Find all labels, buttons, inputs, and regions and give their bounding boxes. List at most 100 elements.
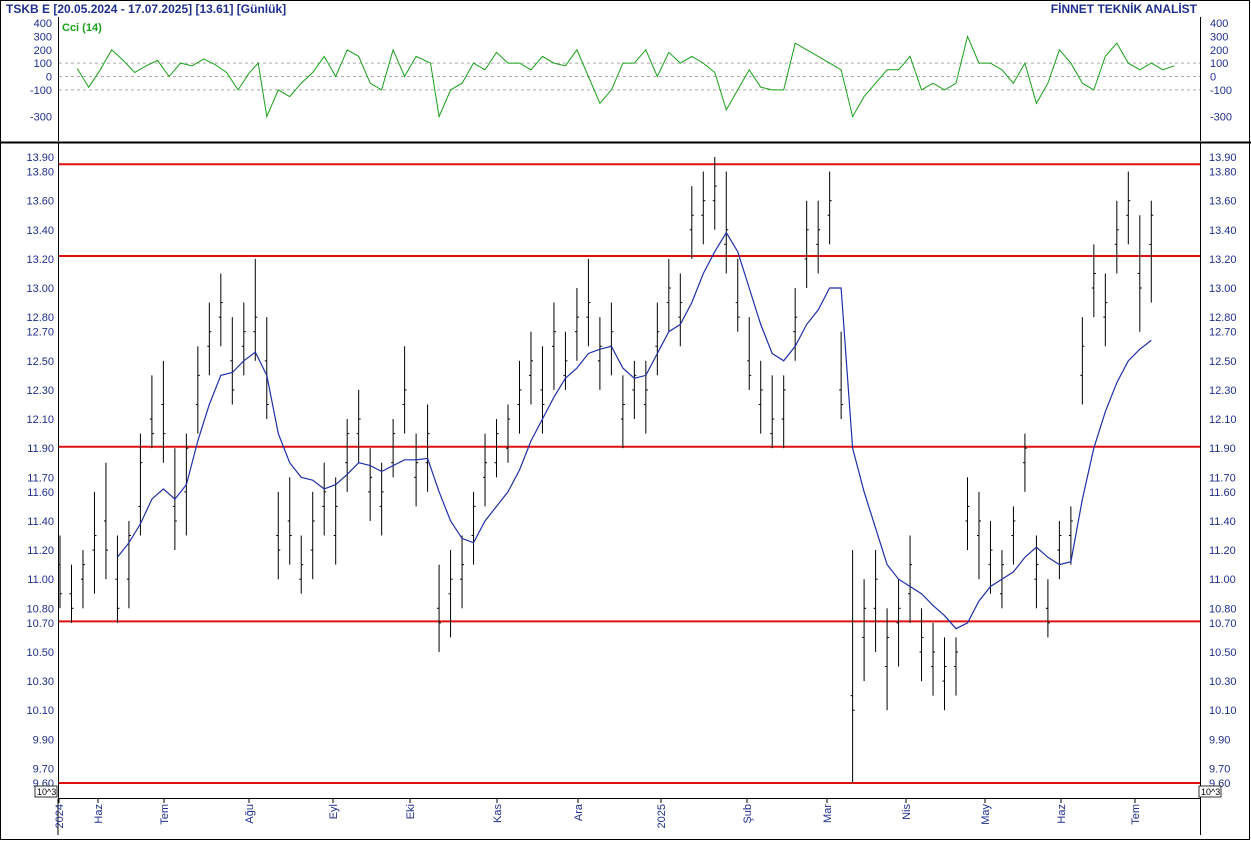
ohlc-bar-65: [804, 200, 809, 289]
ohlc-bar-86: [1045, 579, 1050, 638]
x-tick-label-13: Haz: [1056, 804, 1068, 824]
ohlc-bar-25: [345, 419, 350, 492]
ohlc-bar-27: [368, 448, 373, 521]
x-tick-label-4: Eyl: [328, 804, 340, 819]
price-tick-right-1: 13.80: [1209, 167, 1237, 179]
price-tick-right-12: 11.70: [1209, 472, 1236, 484]
price-tick-left-4: 13.20: [26, 254, 54, 266]
x-tick-label-0: 2024: [54, 804, 66, 828]
moving-average-line: [116, 231, 1152, 630]
x-tick-label-6: Kas: [492, 804, 504, 823]
ohlc-bar-75: [919, 608, 924, 682]
ohlc-bar-19: [276, 491, 281, 580]
ohlc-bar-35: [460, 535, 465, 609]
x-tick-label-1: Haz: [93, 804, 105, 824]
ohlc-bar-45: [574, 288, 579, 361]
price-tick-right-4: 13.20: [1209, 254, 1237, 266]
x-tick-label-10: Mar: [822, 804, 834, 823]
unit-box-left: 10^3: [34, 785, 58, 798]
ohlc-bar-39: [506, 404, 510, 463]
ohlc-bar-50: [632, 360, 637, 420]
ohlc-bar-63: [781, 375, 786, 449]
ohlc-bar-91: [1103, 273, 1108, 347]
ohlc-bar-59: [735, 258, 740, 332]
ohlc-bar-67: [827, 171, 832, 245]
price-tick-left-13: 11.60: [27, 487, 54, 499]
ohlc-bar-94: [1137, 215, 1142, 332]
ohlc-bar-3: [92, 491, 97, 594]
cci-tick-left-2: 200: [34, 45, 52, 57]
ohlc-bar-71: [873, 550, 878, 652]
ohlc-bar-90: [1091, 244, 1096, 318]
price-tick-left-21: 10.10: [26, 705, 54, 717]
x-tick-label-2: Tem: [159, 804, 171, 825]
ohlc-bar-41: [528, 331, 533, 405]
price-tick-right-19: 10.50: [1209, 647, 1237, 659]
ohlc-bar-87: [1057, 520, 1062, 580]
cci-label: Cci (14): [62, 22, 102, 34]
ohlc-bar-34: [448, 550, 453, 638]
ohlc-bars: [58, 157, 1154, 783]
ohlc-bar-44: [563, 331, 568, 390]
ohlc-bar-38: [494, 419, 499, 478]
price-tick-right-3: 13.40: [1209, 225, 1237, 237]
price-tick-right-11: 11.90: [1209, 443, 1236, 455]
cci-tick-right-4: 0: [1210, 72, 1216, 84]
cci-tick-right-1: 300: [1210, 31, 1228, 43]
price-tick-right-21: 10.10: [1209, 705, 1237, 717]
ohlc-bar-66: [816, 200, 821, 274]
price-tick-right-18: 10.70: [1209, 618, 1237, 630]
price-tick-left-1: 13.80: [26, 167, 54, 179]
cci-tick-left-3: 100: [34, 58, 52, 70]
price-tick-left-3: 13.40: [26, 225, 54, 237]
ohlc-bar-20: [287, 477, 292, 565]
ohlc-bar-52: [655, 302, 660, 376]
ohlc-bar-83: [1011, 506, 1016, 565]
price-tick-left-20: 10.30: [26, 676, 54, 688]
ohlc-bar-0: [58, 535, 62, 609]
x-tick-label-12: May: [980, 804, 992, 825]
price-tick-right-10: 12.10: [1209, 414, 1237, 426]
price-tick-left-7: 12.70: [26, 327, 54, 339]
ohlc-bar-6: [126, 520, 131, 609]
ohlc-bar-26: [356, 389, 361, 463]
cci-tick-left-5: -100: [30, 85, 52, 97]
ohlc-bar-5: [115, 535, 120, 623]
price-tick-right-9: 12.30: [1209, 385, 1237, 397]
ohlc-bar-49: [620, 375, 625, 449]
price-tick-left-15: 11.20: [27, 545, 54, 557]
x-tick-label-3: Ağu: [244, 804, 256, 824]
price-tick-right-2: 13.60: [1209, 196, 1237, 208]
price-tick-right-13: 11.60: [1209, 487, 1236, 499]
cci-tick-left-6: -300: [30, 112, 52, 124]
ohlc-bar-29: [391, 419, 396, 478]
ohlc-bar-88: [1068, 506, 1073, 565]
x-tick-label-11: Nis: [901, 804, 913, 820]
ohlc-bar-12: [195, 346, 200, 434]
ohlc-bar-73: [896, 579, 901, 667]
price-tick-left-18: 10.70: [26, 618, 54, 630]
chart-header-left: TSKB E [20.05.2024 - 17.07.2025] [13.61]…: [6, 2, 287, 16]
ohlc-bar-16: [241, 302, 246, 376]
price-tick-left-8: 12.50: [26, 356, 54, 368]
x-tick-label-14: Tem: [1130, 804, 1142, 825]
ohlc-bar-92: [1114, 200, 1119, 274]
price-tick-left-19: 10.50: [26, 647, 54, 659]
ohlc-bar-23: [322, 462, 327, 536]
unit-label-left: 10^3: [37, 787, 56, 797]
ohlc-bar-15: [230, 317, 235, 405]
ohlc-bar-55: [689, 186, 694, 259]
ohlc-bar-69: [850, 550, 855, 783]
ohlc-bar-93: [1126, 171, 1131, 245]
x-tick-label-7: Ara: [573, 803, 585, 821]
ohlc-bar-43: [551, 302, 556, 390]
x-tick-label-5: Eki: [405, 804, 417, 819]
price-tick-left-14: 11.40: [27, 516, 54, 528]
price-tick-right-20: 10.30: [1209, 676, 1237, 688]
price-tick-left-16: 11.00: [27, 574, 54, 586]
ohlc-bar-61: [758, 360, 763, 434]
ohlc-bar-78: [954, 637, 958, 696]
ohlc-bar-30: [402, 346, 407, 434]
